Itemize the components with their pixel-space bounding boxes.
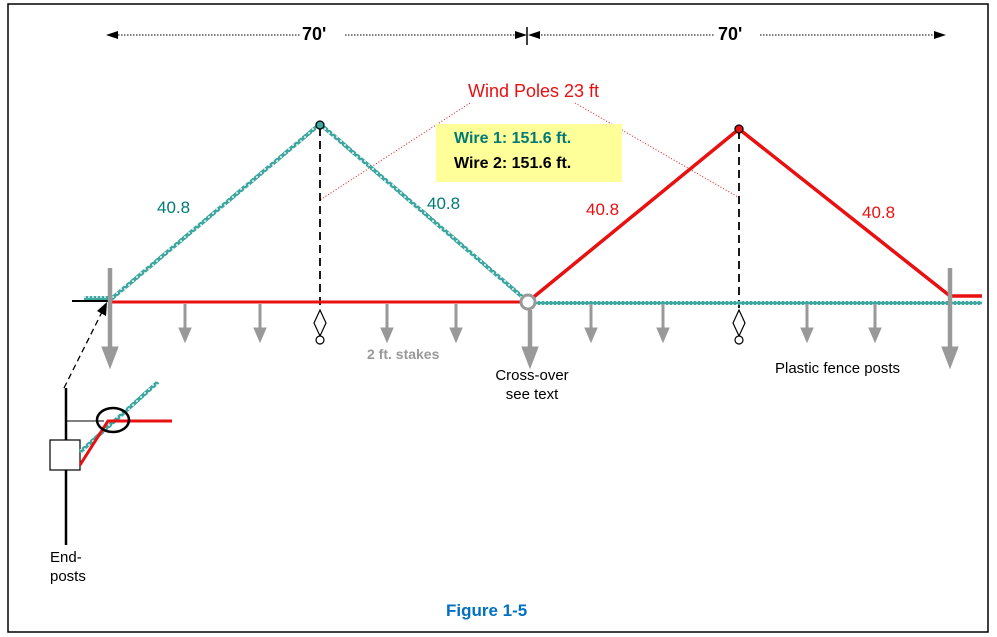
pole-top-left	[315, 120, 325, 130]
crossover-label-line-1: Cross-over	[495, 367, 569, 384]
stake	[584, 304, 598, 344]
fence-post	[521, 310, 539, 370]
stake	[449, 304, 463, 344]
crossover-label-line-2: see text	[505, 386, 559, 403]
stake	[380, 304, 394, 344]
figure-frame	[7, 3, 989, 633]
dimension-right	[528, 31, 946, 39]
stake	[868, 304, 882, 344]
stakes	[178, 304, 882, 344]
fence-post	[101, 268, 119, 370]
wire-length-box: Wire 1: 151.6 ft. Wire 2: 151.6 ft.	[436, 124, 622, 182]
wire-2	[110, 126, 982, 304]
pole-base-left	[313, 308, 327, 345]
stakes-label: 2 ft. stakes	[367, 346, 440, 362]
pole-base-right	[732, 308, 746, 345]
fence-post	[941, 268, 959, 370]
segment-label-4: 40.8	[862, 203, 896, 222]
figure-caption: Figure 1-5	[446, 601, 528, 620]
endposts-label: End- posts	[50, 548, 86, 586]
stake	[253, 304, 267, 344]
dimension-right-label: 70'	[718, 24, 743, 45]
fence-posts	[101, 268, 959, 370]
endposts-label-line-2: posts	[50, 568, 86, 585]
crossover-label: Cross-over see text	[482, 366, 582, 404]
wire-2-length: Wire 2: 151.6 ft.	[454, 155, 572, 172]
wind-poles-label: Wind Poles 23 ft	[468, 81, 600, 101]
endposts-label-line-1: End-	[50, 549, 82, 566]
detail-pointer-arrow	[63, 302, 107, 389]
segment-label-3: 40.8	[586, 200, 620, 219]
crossover-ring	[519, 293, 537, 311]
segment-label-1: 40.8	[157, 198, 191, 217]
stake	[656, 304, 670, 344]
wire-1-length: Wire 1: 151.6 ft.	[454, 130, 572, 147]
dimension-left-label: 70'	[302, 24, 327, 45]
fence-posts-label: Plastic fence posts	[775, 360, 901, 377]
pole-top-right	[734, 124, 744, 134]
dimension-left	[106, 31, 527, 39]
stake	[800, 304, 814, 344]
segment-label-2: 40.8	[427, 194, 461, 213]
stake	[178, 304, 192, 344]
endpost-detail	[49, 380, 172, 545]
wind-pole-pointer-right	[574, 102, 739, 198]
